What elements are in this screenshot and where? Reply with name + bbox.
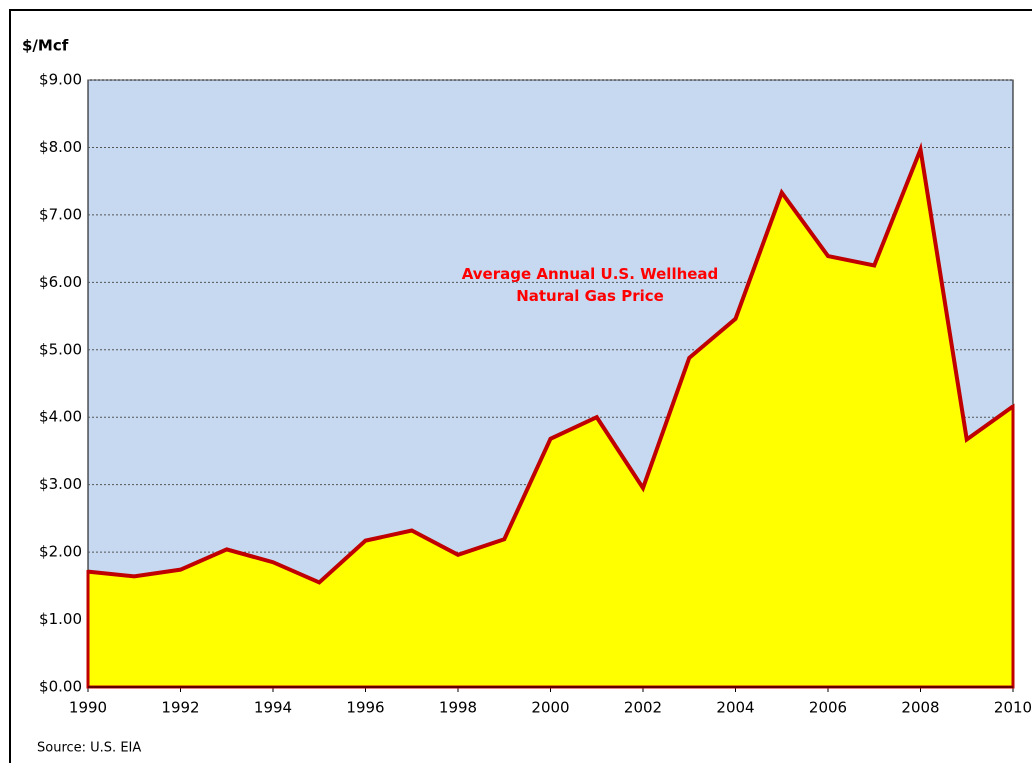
y-tick-label: $6.00: [39, 273, 82, 291]
y-tick-label: $2.00: [39, 543, 82, 561]
x-tick-label: 2006: [809, 699, 847, 717]
y-tick-label: $4.00: [39, 408, 82, 426]
x-tick-label: 1998: [439, 699, 477, 717]
x-tick-label: 2000: [531, 699, 569, 717]
x-tick-label: 1994: [254, 699, 292, 717]
source-note: Source: U.S. EIA: [37, 741, 141, 756]
x-tick-label: 2008: [901, 699, 939, 717]
x-tick-label: 1990: [69, 699, 107, 717]
y-tick-label: $9.00: [39, 71, 82, 89]
x-tick-label: 2002: [624, 699, 662, 717]
y-axis-label: $/Mcf: [22, 37, 69, 55]
x-tick-label: 1996: [346, 699, 384, 717]
y-tick-label: $5.00: [39, 340, 82, 358]
y-tick-label: $1.00: [39, 610, 82, 628]
y-tick-label: $0.00: [39, 678, 82, 696]
area-line: [87, 141, 1015, 585]
x-tick-label: 1992: [161, 699, 199, 717]
y-tick-label: $8.00: [39, 138, 82, 156]
x-tick-label: 2010: [994, 699, 1032, 717]
y-tick-label: $7.00: [39, 205, 82, 223]
x-tick-label: 2004: [716, 699, 754, 717]
y-tick-label: $3.00: [39, 475, 82, 493]
chart-title: Average Annual U.S. Wellhead Natural Gas…: [461, 265, 719, 305]
